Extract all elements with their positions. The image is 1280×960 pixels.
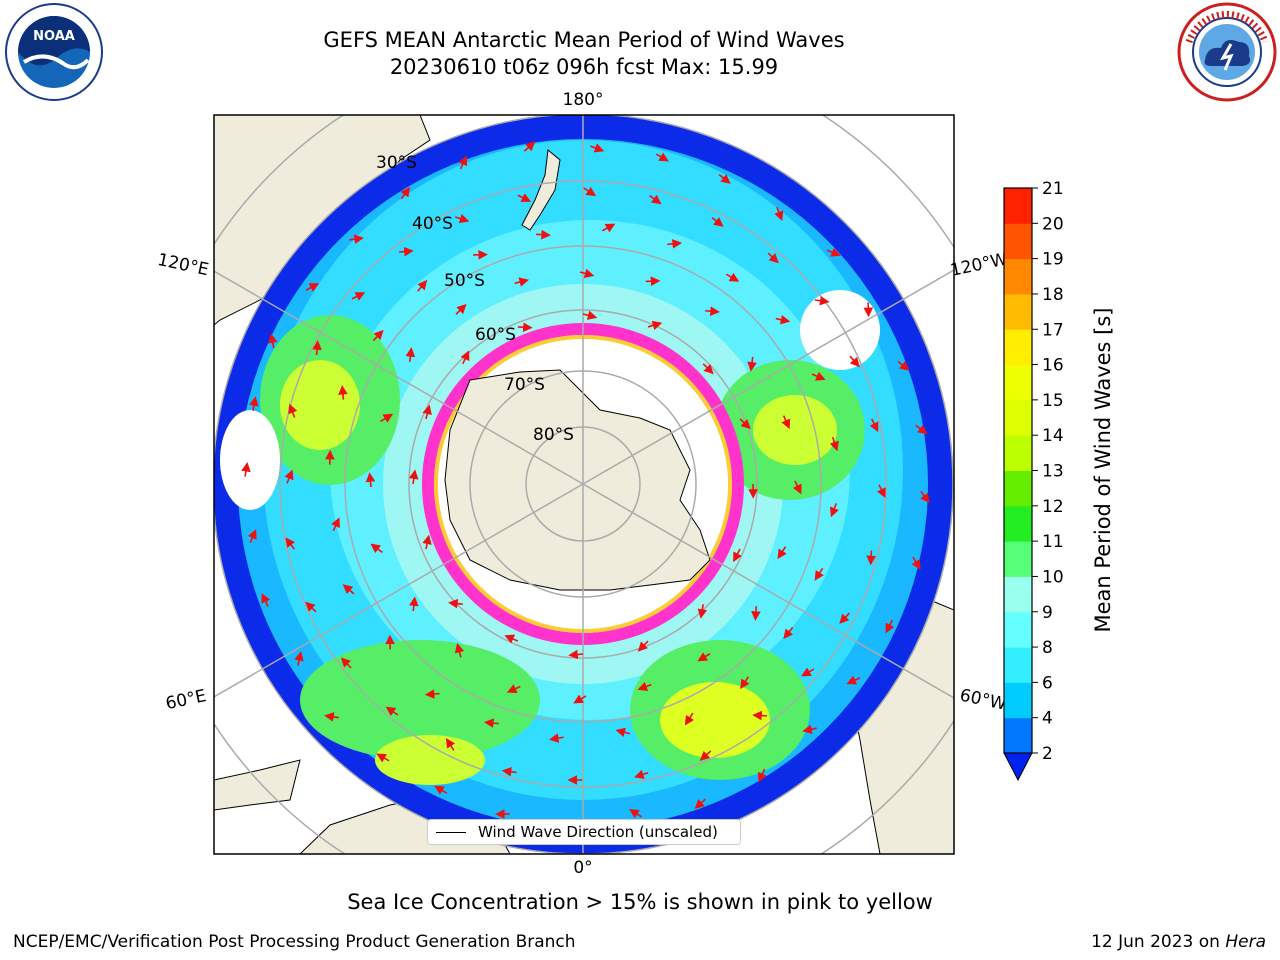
colorbar-tick-label: 18 [1042, 285, 1064, 305]
lat-label-80s: 80°S [533, 425, 574, 445]
colorbar-label: Mean Period of Wind Waves [s] [1091, 308, 1115, 633]
colorbar-segment [1004, 541, 1032, 577]
wind-wave-arrow [399, 251, 409, 252]
wind-wave-arrow [573, 654, 583, 655]
wind-wave-arrow [370, 477, 371, 487]
colorbar-tick-label: 13 [1042, 462, 1064, 482]
lon-label-0: 0° [573, 858, 592, 878]
colorbar-segment [1004, 365, 1032, 401]
footer-machine: Hera [1225, 932, 1266, 952]
colorbar-segment [1004, 259, 1032, 295]
lat-label-50s: 50°S [444, 271, 485, 291]
colorbar-tick-label: 17 [1042, 320, 1064, 340]
wind-wave-arrow [646, 281, 656, 282]
footer-timestamp: 12 Jun 2023 on Hera [1091, 932, 1266, 952]
lat-label-60s: 60°S [475, 325, 516, 345]
wind-wave-arrow [756, 606, 757, 616]
colorbar-ticks: 2 4 6 8 9 10 11 12 13 14 15 16 17 18 19 20 21 [1032, 180, 1064, 764]
lat-label-70s: 70°S [504, 375, 545, 395]
sea-ice-note: Sea Ice Concentration > 15% is shown in … [0, 890, 1280, 914]
colorbar-tick-label: 9 [1042, 603, 1053, 623]
colorbar-segment [1004, 576, 1032, 612]
colorbar-tick-label: 12 [1042, 497, 1064, 517]
colorbar-tick-label: 8 [1042, 638, 1053, 658]
wind-wave-arrow [343, 390, 344, 400]
colorbar-segment [1004, 294, 1032, 330]
colorbar-segment [1004, 329, 1032, 365]
colorbar-segment [1004, 647, 1032, 683]
lat-label-30s: 30°S [376, 153, 417, 173]
colorbar-segments [1004, 188, 1032, 754]
colorbar-tick-label: 15 [1042, 391, 1064, 411]
colorbar: 2 4 6 8 9 10 11 12 13 14 15 16 17 18 19 20 21 Mean Perio… [990, 180, 1190, 790]
colorbar-tick-label: 11 [1042, 532, 1064, 552]
lon-label-180: 180° [563, 90, 604, 110]
map-legend: Wind Wave Direction (unscaled) [427, 819, 741, 845]
wind-wave-arrow [536, 234, 546, 235]
lon-label-60e: 60°E [164, 686, 208, 714]
colorbar-extend-arrow [1004, 753, 1032, 780]
colorbar-tick-label: 10 [1042, 567, 1064, 587]
wind-wave-arrow [667, 243, 677, 244]
colorbar-tick-label: 14 [1042, 426, 1064, 446]
map-area [63, 0, 1103, 960]
colorbar-segment [1004, 223, 1032, 259]
colorbar-segment [1004, 435, 1032, 471]
colorbar-tick-label: 4 [1042, 709, 1053, 729]
colorbar-tick-label: 20 [1042, 214, 1064, 234]
colorbar-segment [1004, 506, 1032, 542]
colorbar-segment [1004, 612, 1032, 648]
africa-land [214, 760, 300, 810]
colorbar-tick-label: 21 [1042, 180, 1064, 199]
colorbar-segment [1004, 471, 1032, 507]
colorbar-tick-label: 2 [1042, 744, 1053, 764]
colorbar-segment [1004, 400, 1032, 436]
legend-label: Wind Wave Direction (unscaled) [478, 823, 718, 841]
wind-wave-arrow [413, 601, 414, 611]
wind-wave-arrow [430, 694, 440, 695]
colorbar-segment [1004, 718, 1032, 754]
wind-wave-arrow [489, 723, 499, 724]
colorbar-segment [1004, 188, 1032, 224]
wind-wave-arrow [705, 311, 715, 312]
wind-wave-arrow [453, 603, 463, 604]
footer-credit: NCEP/EMC/Verification Post Processing Pr… [13, 932, 576, 952]
footer-date: 12 Jun 2023 on [1091, 932, 1225, 952]
lon-label-120e: 120°E [156, 250, 211, 280]
wind-wave-arrow [518, 327, 528, 328]
colorbar-segment [1004, 682, 1032, 718]
lat-label-40s: 40°S [412, 214, 453, 234]
colorbar-tick-label: 19 [1042, 250, 1064, 270]
colorbar-tick-label: 6 [1042, 673, 1053, 693]
colorbar-tick-label: 16 [1042, 356, 1064, 376]
wind-wave-arrow [757, 715, 767, 716]
wind-wave-arrow [871, 551, 872, 561]
wind-wave-arrow [317, 345, 318, 355]
legend-line-sample [436, 832, 466, 833]
